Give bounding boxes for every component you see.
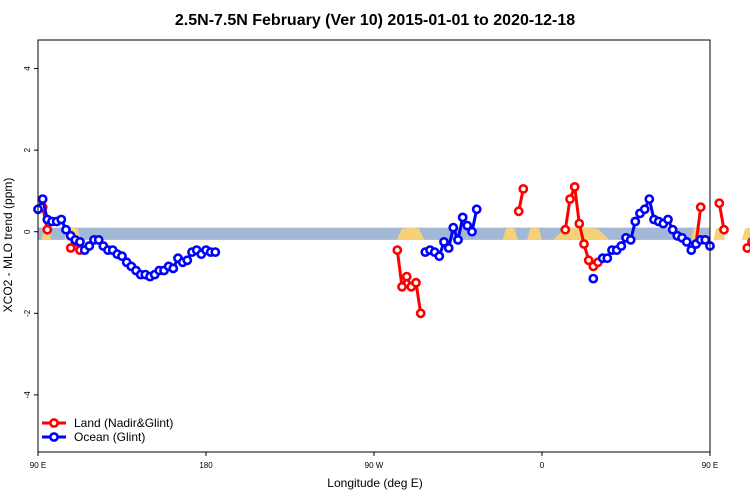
data-point	[663, 214, 673, 225]
data-point	[84, 241, 95, 251]
data-point	[462, 220, 473, 231]
plot-frame	[37, 39, 711, 453]
data-point	[65, 243, 76, 253]
data-point	[401, 271, 412, 282]
data-point	[602, 253, 613, 264]
data-point	[210, 247, 221, 257]
x-tick-label: 180	[199, 461, 213, 470]
data-point	[625, 234, 636, 245]
data-point	[467, 226, 477, 237]
data-point	[513, 206, 524, 217]
data-point	[457, 212, 468, 223]
x-tick-label: 90 W	[365, 461, 384, 470]
legend-swatch-point	[49, 418, 59, 428]
data-point	[583, 255, 594, 266]
legend-label: Land (Nadir&Glint)	[74, 416, 173, 430]
legend-item-ocean-glint: Ocean (Glint)	[42, 430, 145, 444]
series-ocean-glint	[33, 194, 715, 284]
data-point	[61, 224, 71, 235]
land-band-segment	[396, 227, 425, 240]
data-point	[415, 308, 426, 319]
data-point	[471, 204, 482, 215]
data-point	[588, 273, 599, 284]
data-point	[639, 204, 650, 215]
x-axis: 90 E 180 90 W 0 90 E	[30, 452, 718, 470]
y-axis-label: XCO2 - MLO trend (ppm)	[1, 178, 15, 313]
data-point	[616, 241, 627, 251]
x-tick-label: 90 E	[30, 461, 46, 470]
data-point	[579, 239, 589, 249]
data-point	[443, 243, 454, 253]
data-point	[37, 194, 48, 204]
data-point	[700, 234, 711, 245]
legend-label: Ocean (Glint)	[74, 430, 145, 444]
legend-item-land-nadir-glint: Land (Nadir&Glint)	[42, 416, 173, 430]
ocean-band	[38, 227, 710, 240]
x-tick-label: 0	[540, 461, 545, 470]
data-point	[719, 224, 729, 235]
y-tick-label: -2	[23, 309, 32, 317]
land-ocean-band	[38, 227, 750, 240]
data-point	[742, 243, 750, 253]
data-point	[565, 194, 575, 204]
data-point	[714, 198, 725, 209]
data-point	[56, 214, 67, 225]
series-land-nadir-glint	[37, 181, 750, 319]
data-point	[574, 218, 585, 229]
y-tick-label: 0	[23, 229, 32, 234]
land-band-segment	[502, 227, 518, 240]
data-point	[644, 194, 655, 204]
data-point	[667, 224, 678, 235]
data-point	[392, 245, 403, 255]
data-point	[560, 224, 571, 235]
x-tick-label: 90 E	[702, 461, 718, 470]
x-axis-label: Longitude (deg E)	[327, 476, 422, 490]
data-point	[411, 277, 421, 288]
series-line	[395, 249, 423, 314]
data-point	[448, 222, 459, 233]
land-band-segment	[527, 227, 542, 240]
data-point	[75, 236, 85, 247]
y-tick-label: 2	[23, 147, 32, 152]
data-point	[93, 234, 104, 245]
data-point	[681, 236, 692, 247]
data-point	[686, 245, 697, 255]
data-point	[569, 181, 580, 192]
data-point	[439, 236, 449, 247]
data-point	[630, 216, 641, 227]
data-point	[434, 251, 445, 262]
data-point	[168, 263, 179, 274]
data-point	[397, 281, 407, 292]
chart-title: 2.5N-7.5N February (Ver 10) 2015-01-01 t…	[175, 12, 575, 29]
series-layer	[33, 181, 750, 319]
data-point	[518, 183, 529, 194]
data-point	[42, 224, 53, 235]
data-point	[453, 234, 463, 245]
data-point	[182, 255, 193, 266]
y-axis: -4 -2 0 2 4	[23, 66, 38, 399]
legend-swatch-point	[49, 432, 59, 442]
legend: Land (Nadir&Glint)Ocean (Glint)	[42, 416, 173, 444]
y-tick-label: -4	[23, 391, 32, 399]
data-point	[695, 202, 706, 213]
y-tick-label: 4	[23, 66, 32, 71]
land-band-segment	[741, 227, 750, 240]
data-point	[117, 251, 127, 262]
